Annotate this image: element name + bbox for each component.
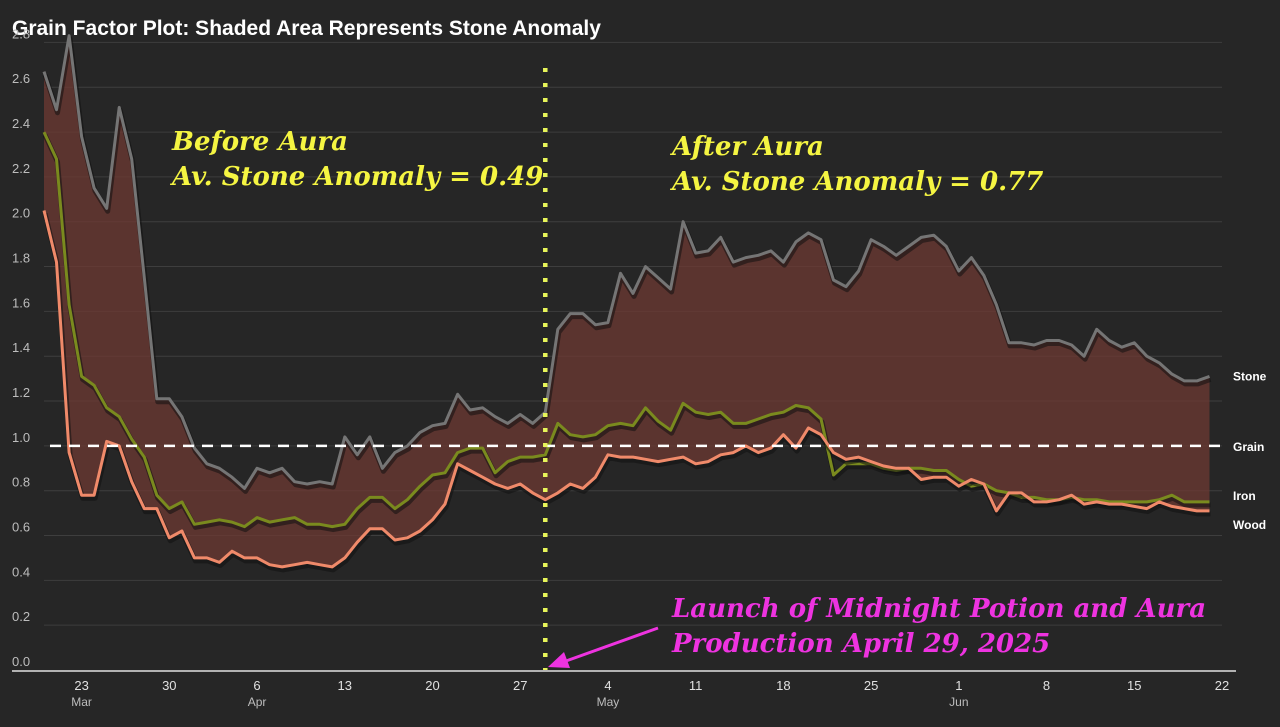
annotation-text: Production April 29, 2025 — [671, 629, 1050, 659]
y-tick-label: 2.4 — [12, 116, 30, 131]
x-tick-label: 6 — [253, 678, 260, 693]
x-tick-label: 8 — [1043, 678, 1050, 693]
y-tick-label: 1.6 — [12, 295, 30, 310]
arrow-shaft — [565, 626, 659, 663]
y-tick-label: 0.2 — [12, 609, 30, 624]
series-label: Grain — [1233, 440, 1264, 454]
y-tick-label: 0.8 — [12, 475, 30, 490]
x-month-label: Mar — [71, 695, 92, 709]
x-tick-label: 27 — [513, 678, 527, 693]
x-tick-label: 11 — [689, 678, 703, 693]
y-tick-label: 1.2 — [12, 385, 30, 400]
y-tick-label: 2.2 — [12, 161, 30, 176]
series-label: Stone — [1233, 369, 1267, 383]
y-tick-label: 0.4 — [12, 564, 30, 579]
y-axis-ticks: 0.0 0.2 0.4 0.6 0.8 1.0 1.2 1.4 1.6 1.8 2.0 2.2 2.4 2… — [12, 26, 30, 669]
series-label: Wood — [1233, 518, 1266, 532]
x-tick-label: 20 — [425, 678, 439, 693]
launch-arrow — [548, 626, 659, 668]
y-tick-label: 1.0 — [12, 430, 30, 445]
x-tick-label: 15 — [1127, 678, 1141, 693]
y-tick-label: 2.6 — [12, 71, 30, 86]
series-end-labels: Stone Grain Iron Wood — [1233, 369, 1267, 531]
y-tick-label: 2.0 — [12, 206, 30, 221]
series-shadow-wood — [42, 212, 1211, 573]
series-lines — [42, 34, 1212, 573]
annotation-text: Av. Stone Anomaly = 0.77 — [669, 167, 1043, 197]
y-tick-label: 0.6 — [12, 520, 30, 535]
annotation-text: Launch of Midnight Potion and Aura — [671, 594, 1206, 624]
x-tick-label: 23 — [74, 678, 88, 693]
annotation-text: Before Aura — [171, 127, 348, 157]
x-axis-ticks: 23 Mar 30 6 Apr 13 20 27 4 May 11 18 25 1 Jun 8 15 22 — [71, 678, 1229, 709]
y-tick-label: 1.4 — [12, 340, 30, 355]
annotations: Before Aura Av. Stone Anomaly = 0.49 After… — [169, 127, 1206, 659]
arrow-head — [548, 652, 570, 668]
stone-anomaly-shaded-area — [44, 35, 1210, 567]
x-tick-label: 4 — [604, 678, 611, 693]
x-tick-label: 1 — [955, 678, 962, 693]
x-month-label: Jun — [949, 695, 968, 709]
x-tick-label: 22 — [1215, 678, 1229, 693]
x-tick-label: 25 — [864, 678, 878, 693]
series-label: Iron — [1233, 489, 1256, 503]
series-line-stone — [42, 34, 1211, 490]
x-month-label: Apr — [248, 695, 267, 709]
annotation-text: Av. Stone Anomaly = 0.49 — [169, 162, 543, 192]
series-line-wood — [42, 210, 1210, 569]
x-tick-label: 13 — [338, 678, 352, 693]
y-tick-label: 1.8 — [12, 251, 30, 266]
x-tick-label: 30 — [162, 678, 176, 693]
y-tick-label: 2.8 — [12, 26, 30, 41]
y-tick-label: 0.0 — [12, 654, 30, 669]
annotation-text: After Aura — [669, 132, 824, 162]
chart-title: Grain Factor Plot: Shaded Area Represent… — [12, 17, 601, 40]
x-month-label: May — [597, 695, 620, 709]
x-tick-label: 18 — [776, 678, 790, 693]
